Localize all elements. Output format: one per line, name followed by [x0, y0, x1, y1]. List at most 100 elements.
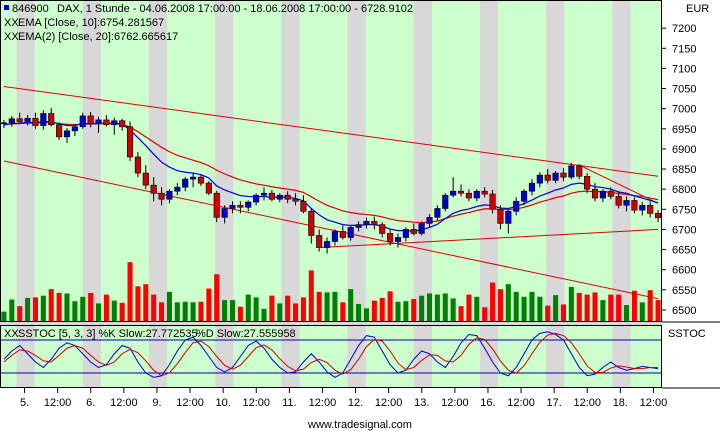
volume-bar — [253, 297, 259, 321]
candle-body — [576, 165, 583, 177]
candle-body — [276, 194, 283, 200]
candle-body — [599, 190, 606, 199]
volume-bar — [166, 291, 172, 321]
y-tick-label: 6650 — [672, 245, 696, 257]
oscillator-panel-label: SSTOC — [668, 328, 706, 340]
volume-bar — [103, 294, 109, 321]
candle-body — [481, 190, 488, 195]
y-tick-label: 7150 — [672, 43, 696, 55]
candle-body — [95, 119, 102, 125]
volume-bar — [316, 291, 322, 321]
candle-body — [87, 115, 94, 125]
right-axis-bg — [662, 0, 720, 431]
volume-bar — [395, 301, 401, 321]
x-tick-label: 12. — [348, 397, 363, 409]
candle-body — [647, 204, 654, 214]
volume-bar — [127, 262, 133, 321]
time-band — [479, 0, 499, 322]
series-marker-icon — [4, 5, 9, 10]
price-panel-border — [0, 0, 662, 322]
candle-body — [79, 115, 86, 128]
x-tick-label: 12:00 — [44, 397, 72, 409]
volume-bar — [616, 294, 622, 321]
x-tick-label: 12:00 — [507, 397, 535, 409]
volume-bar — [458, 306, 464, 321]
time-band — [148, 0, 168, 322]
oscillator-panel-border — [0, 325, 662, 388]
candle-body — [505, 211, 512, 224]
x-tick-label: 12:00 — [640, 397, 668, 409]
y-tick-label: 6950 — [672, 124, 696, 136]
candle-body — [229, 204, 236, 209]
candle-body — [339, 231, 346, 238]
x-tick-label: 11. — [282, 397, 296, 409]
volume-bar — [229, 300, 236, 321]
volume-bar — [356, 303, 362, 321]
candle-body — [497, 209, 504, 224]
candle-body — [387, 233, 394, 242]
candle-body — [213, 192, 220, 218]
candle-body — [308, 211, 315, 236]
volume-bar — [568, 286, 574, 321]
candle-body — [584, 175, 591, 190]
volume-bar — [426, 293, 433, 321]
candle-body — [371, 221, 378, 225]
time-band — [347, 0, 366, 322]
time-band — [546, 0, 565, 322]
y-tick-label: 6550 — [672, 285, 696, 297]
candle-body — [174, 186, 181, 192]
candle-body — [126, 126, 134, 158]
stoch-k-legend: SSTOC [5, 3, 3] %K Slow:27.772535 — [18, 328, 198, 340]
volume-bar — [537, 296, 543, 321]
volume-bar — [371, 300, 377, 321]
candle-body — [221, 208, 228, 218]
volume-bar — [379, 297, 385, 321]
candle-body — [197, 176, 205, 184]
candle-body — [615, 196, 622, 206]
volume-bar — [545, 305, 551, 321]
volume-bar — [214, 274, 220, 321]
volume-bar — [56, 292, 62, 321]
volume-bar — [600, 300, 606, 321]
candle-body — [450, 190, 457, 196]
volume-bar — [639, 302, 645, 321]
volume-bar — [434, 294, 440, 321]
candle-body — [48, 113, 55, 126]
legend-text: EMA [Close, 10]:6754.281567 — [18, 17, 164, 29]
volume-bar — [190, 302, 196, 321]
candle-body — [560, 172, 567, 178]
x-tick-label: 13. — [414, 397, 429, 409]
volume-bar — [237, 306, 243, 321]
volume-bar — [584, 294, 590, 321]
candle-body — [150, 184, 157, 194]
time-band — [82, 0, 101, 322]
candle-body — [182, 178, 189, 188]
volume-bar — [206, 288, 212, 321]
candle-body — [536, 174, 543, 184]
candle-body — [237, 204, 244, 208]
x-tick-label: 18. — [613, 397, 628, 409]
volume-bar — [592, 292, 598, 321]
candle-body — [528, 182, 536, 192]
volume-bar — [576, 292, 582, 321]
volume-bar — [143, 284, 149, 321]
candle-body — [300, 200, 307, 212]
volume-bar — [363, 308, 369, 321]
time-band — [546, 325, 565, 388]
y-tick-label: 6900 — [672, 144, 696, 156]
candle-body — [260, 192, 268, 196]
candle-body — [568, 165, 575, 178]
x-tick-label: 12:00 — [309, 397, 337, 409]
time-band — [413, 0, 432, 322]
volume-bar — [474, 296, 480, 321]
volume-bar — [529, 291, 535, 321]
currency-label: EUR — [686, 3, 709, 15]
y-tick-label: 6700 — [672, 224, 696, 236]
candle-body — [347, 227, 354, 238]
x-tick-label: 12:00 — [110, 397, 138, 409]
x-tick-label: 12:00 — [441, 397, 469, 409]
time-band — [16, 0, 35, 322]
candle-body — [489, 193, 496, 210]
time-band — [347, 325, 366, 388]
